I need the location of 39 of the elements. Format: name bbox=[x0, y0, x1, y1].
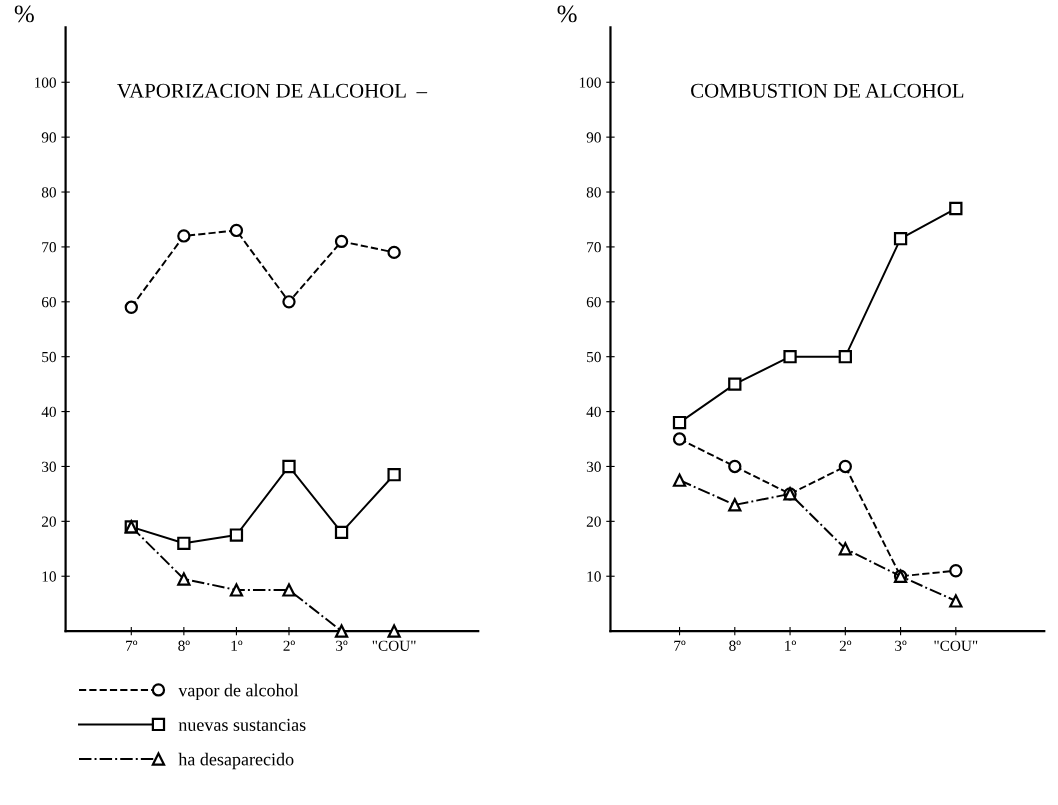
y-tick-label: 100 bbox=[35, 77, 56, 88]
x-tick-label: 2º bbox=[839, 640, 852, 651]
text: COMBUSTION DE ALCOHOL bbox=[691, 83, 964, 98]
text: VAPORIZACION DE ALCOHOL – bbox=[117, 83, 428, 98]
y-tick-label: 100 bbox=[579, 77, 601, 88]
y-tick-label: 10 bbox=[42, 571, 56, 582]
x-tick-label: 8º bbox=[729, 640, 741, 651]
y-axis-title: % bbox=[557, 5, 577, 23]
y-tick-label: 40 bbox=[41, 406, 56, 418]
y-tick-label: 50 bbox=[587, 351, 601, 363]
y-tick-label: 80 bbox=[41, 187, 56, 198]
y-tick-label: 60 bbox=[41, 296, 56, 308]
legend-label: nuevas sustancias bbox=[178, 718, 306, 731]
y-axis-title: % bbox=[14, 5, 34, 23]
x-tick-label: 3º bbox=[895, 640, 907, 651]
y-tick-label: 70 bbox=[587, 242, 601, 253]
y-tick-label: 90 bbox=[586, 132, 601, 143]
x-tick-label: 1º bbox=[785, 640, 796, 651]
y-tick-label: 50 bbox=[42, 351, 56, 363]
legend-label: ha desaparecido bbox=[178, 752, 294, 770]
y-tick-label: 90 bbox=[41, 132, 56, 143]
x-tick-label: "COU" bbox=[934, 640, 978, 651]
x-tick-label: 7º bbox=[126, 640, 138, 651]
y-tick-label: 70 bbox=[42, 242, 56, 253]
x-tick-label: 2º bbox=[283, 640, 295, 651]
y-tick-label: 20 bbox=[586, 516, 601, 527]
x-tick-label: 3º bbox=[336, 640, 348, 651]
x-tick-label: 1º bbox=[231, 640, 243, 651]
x-tick-label: "COU" bbox=[372, 640, 416, 651]
y-tick-label: 20 bbox=[41, 516, 56, 527]
y-tick-label: 40 bbox=[586, 406, 601, 418]
y-tick-label: 10 bbox=[587, 571, 601, 582]
y-tick-label: 80 bbox=[586, 187, 601, 198]
x-tick-label: 7º bbox=[674, 640, 686, 651]
legend-label: vapor de alcohol bbox=[178, 683, 299, 701]
y-tick-label: 60 bbox=[586, 296, 601, 308]
y-tick-label: 30 bbox=[42, 461, 56, 472]
x-tick-label: 8º bbox=[178, 640, 190, 651]
y-tick-label: 30 bbox=[586, 461, 601, 472]
